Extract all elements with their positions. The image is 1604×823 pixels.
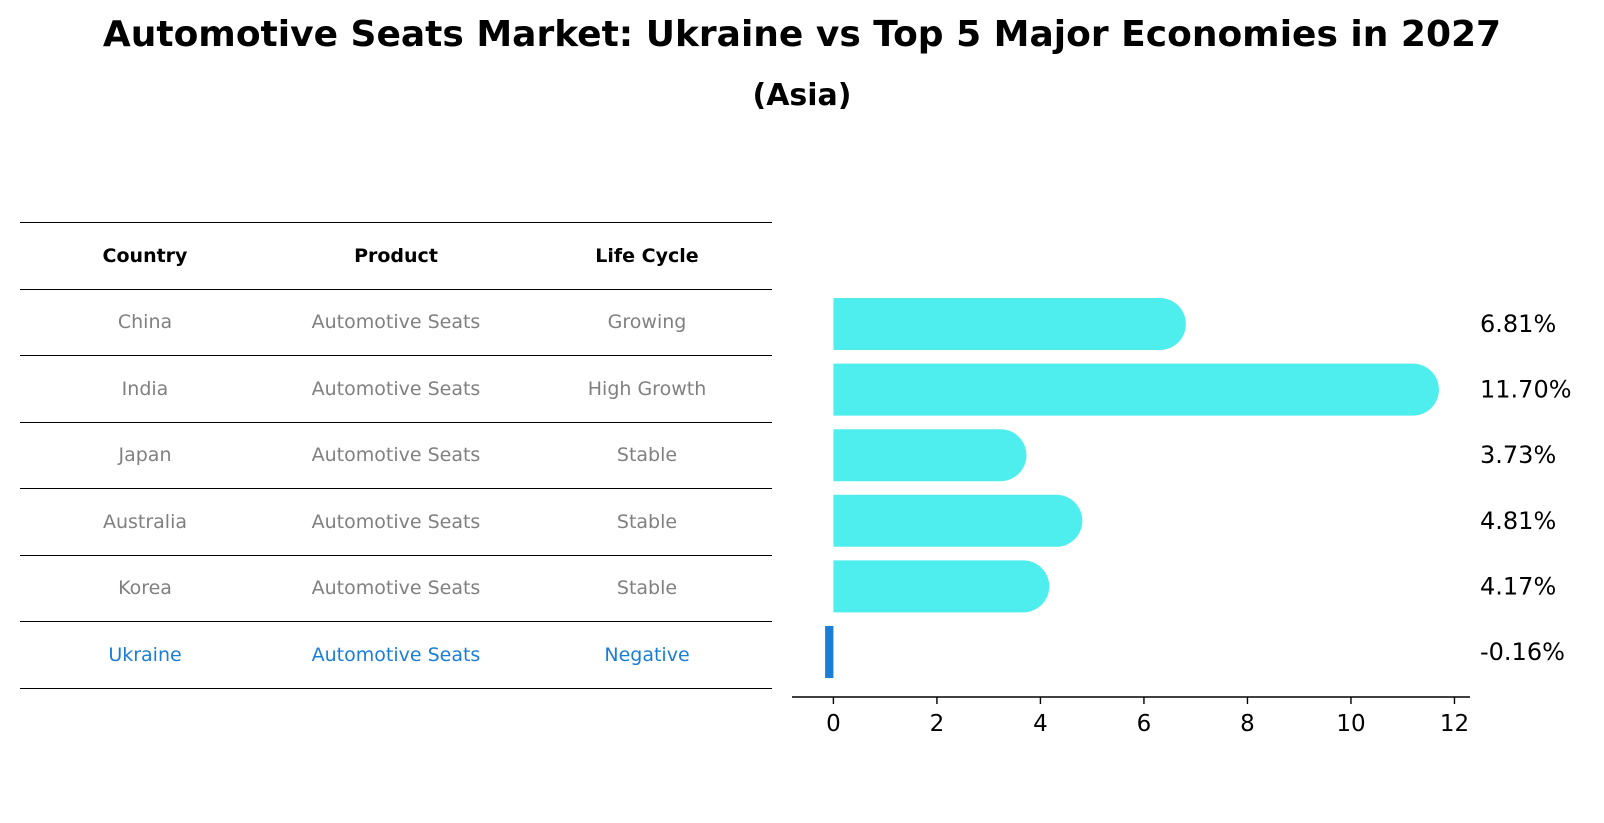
bar-edge-dot <box>826 666 833 673</box>
header-product: Product <box>270 222 522 290</box>
x-tick-label: 12 <box>1440 711 1469 737</box>
bar-edge-dot <box>826 625 833 633</box>
cell-product: Automotive Seats <box>270 621 522 689</box>
market-table: Country Product Life Cycle China Automot… <box>20 222 772 689</box>
bar-china <box>833 298 1186 350</box>
cell-life-cycle: Negative <box>522 621 772 689</box>
cell-country: Australia <box>20 488 270 556</box>
cell-product: Automotive Seats <box>270 355 522 423</box>
value-label: 11.70% <box>1480 376 1572 404</box>
cell-life-cycle: High Growth <box>522 355 772 423</box>
bar-edge-dot <box>826 648 833 656</box>
bar-japan <box>833 429 1027 482</box>
x-tick-label: 4 <box>1033 711 1048 737</box>
value-label: 3.73% <box>1480 441 1556 469</box>
cell-country: Ukraine <box>20 621 270 689</box>
table-row-highlight: Ukraine Automotive Seats Negative <box>20 621 772 689</box>
bar-edge-dot <box>826 637 833 644</box>
table-row: China Automotive Seats Growing <box>20 289 772 356</box>
value-label: 4.17% <box>1480 572 1556 600</box>
header-country: Country <box>20 222 270 290</box>
cell-product: Automotive Seats <box>270 422 522 489</box>
bar-edge-dot <box>826 654 833 661</box>
bar-india <box>833 363 1439 416</box>
bar-korea <box>833 560 1050 613</box>
chart-subtitle: (Asia) <box>752 78 852 113</box>
table-row: Japan Automotive Seats Stable <box>20 422 772 489</box>
x-tick-label: 0 <box>826 711 841 737</box>
cell-life-cycle: Stable <box>522 555 772 622</box>
cell-country: China <box>20 289 270 356</box>
bar-edge-dot <box>826 671 833 679</box>
cell-country: Japan <box>20 422 270 489</box>
cell-life-cycle: Growing <box>522 289 772 356</box>
bar-australia <box>833 494 1083 547</box>
header-life-cycle: Life Cycle <box>522 222 772 290</box>
value-label: 4.81% <box>1480 507 1556 535</box>
cell-product: Automotive Seats <box>270 555 522 622</box>
cell-life-cycle: Stable <box>522 422 772 489</box>
x-tick-label: 2 <box>930 711 945 737</box>
table-header-row: Country Product Life Cycle <box>20 222 772 290</box>
cell-country: Korea <box>20 555 270 622</box>
x-tick-label: 6 <box>1137 711 1152 737</box>
table-row: Australia Automotive Seats Stable <box>20 488 772 556</box>
bar-edge-dot <box>826 660 833 667</box>
cell-product: Automotive Seats <box>270 289 522 356</box>
table-row: India Automotive Seats High Growth <box>20 355 772 423</box>
table-row: Korea Automotive Seats Stable <box>20 555 772 622</box>
chart-title: Automotive Seats Market: Ukraine vs Top … <box>102 14 1502 55</box>
x-tick-label: 8 <box>1240 711 1255 737</box>
cell-life-cycle: Stable <box>522 488 772 556</box>
bar-edge-dot <box>826 631 833 638</box>
bar-edge-dot <box>826 643 833 650</box>
x-tick-label: 10 <box>1336 711 1365 737</box>
value-label: -0.16% <box>1480 638 1565 666</box>
cell-product: Automotive Seats <box>270 488 522 556</box>
value-label: 6.81% <box>1480 310 1556 338</box>
cell-country: India <box>20 355 270 423</box>
